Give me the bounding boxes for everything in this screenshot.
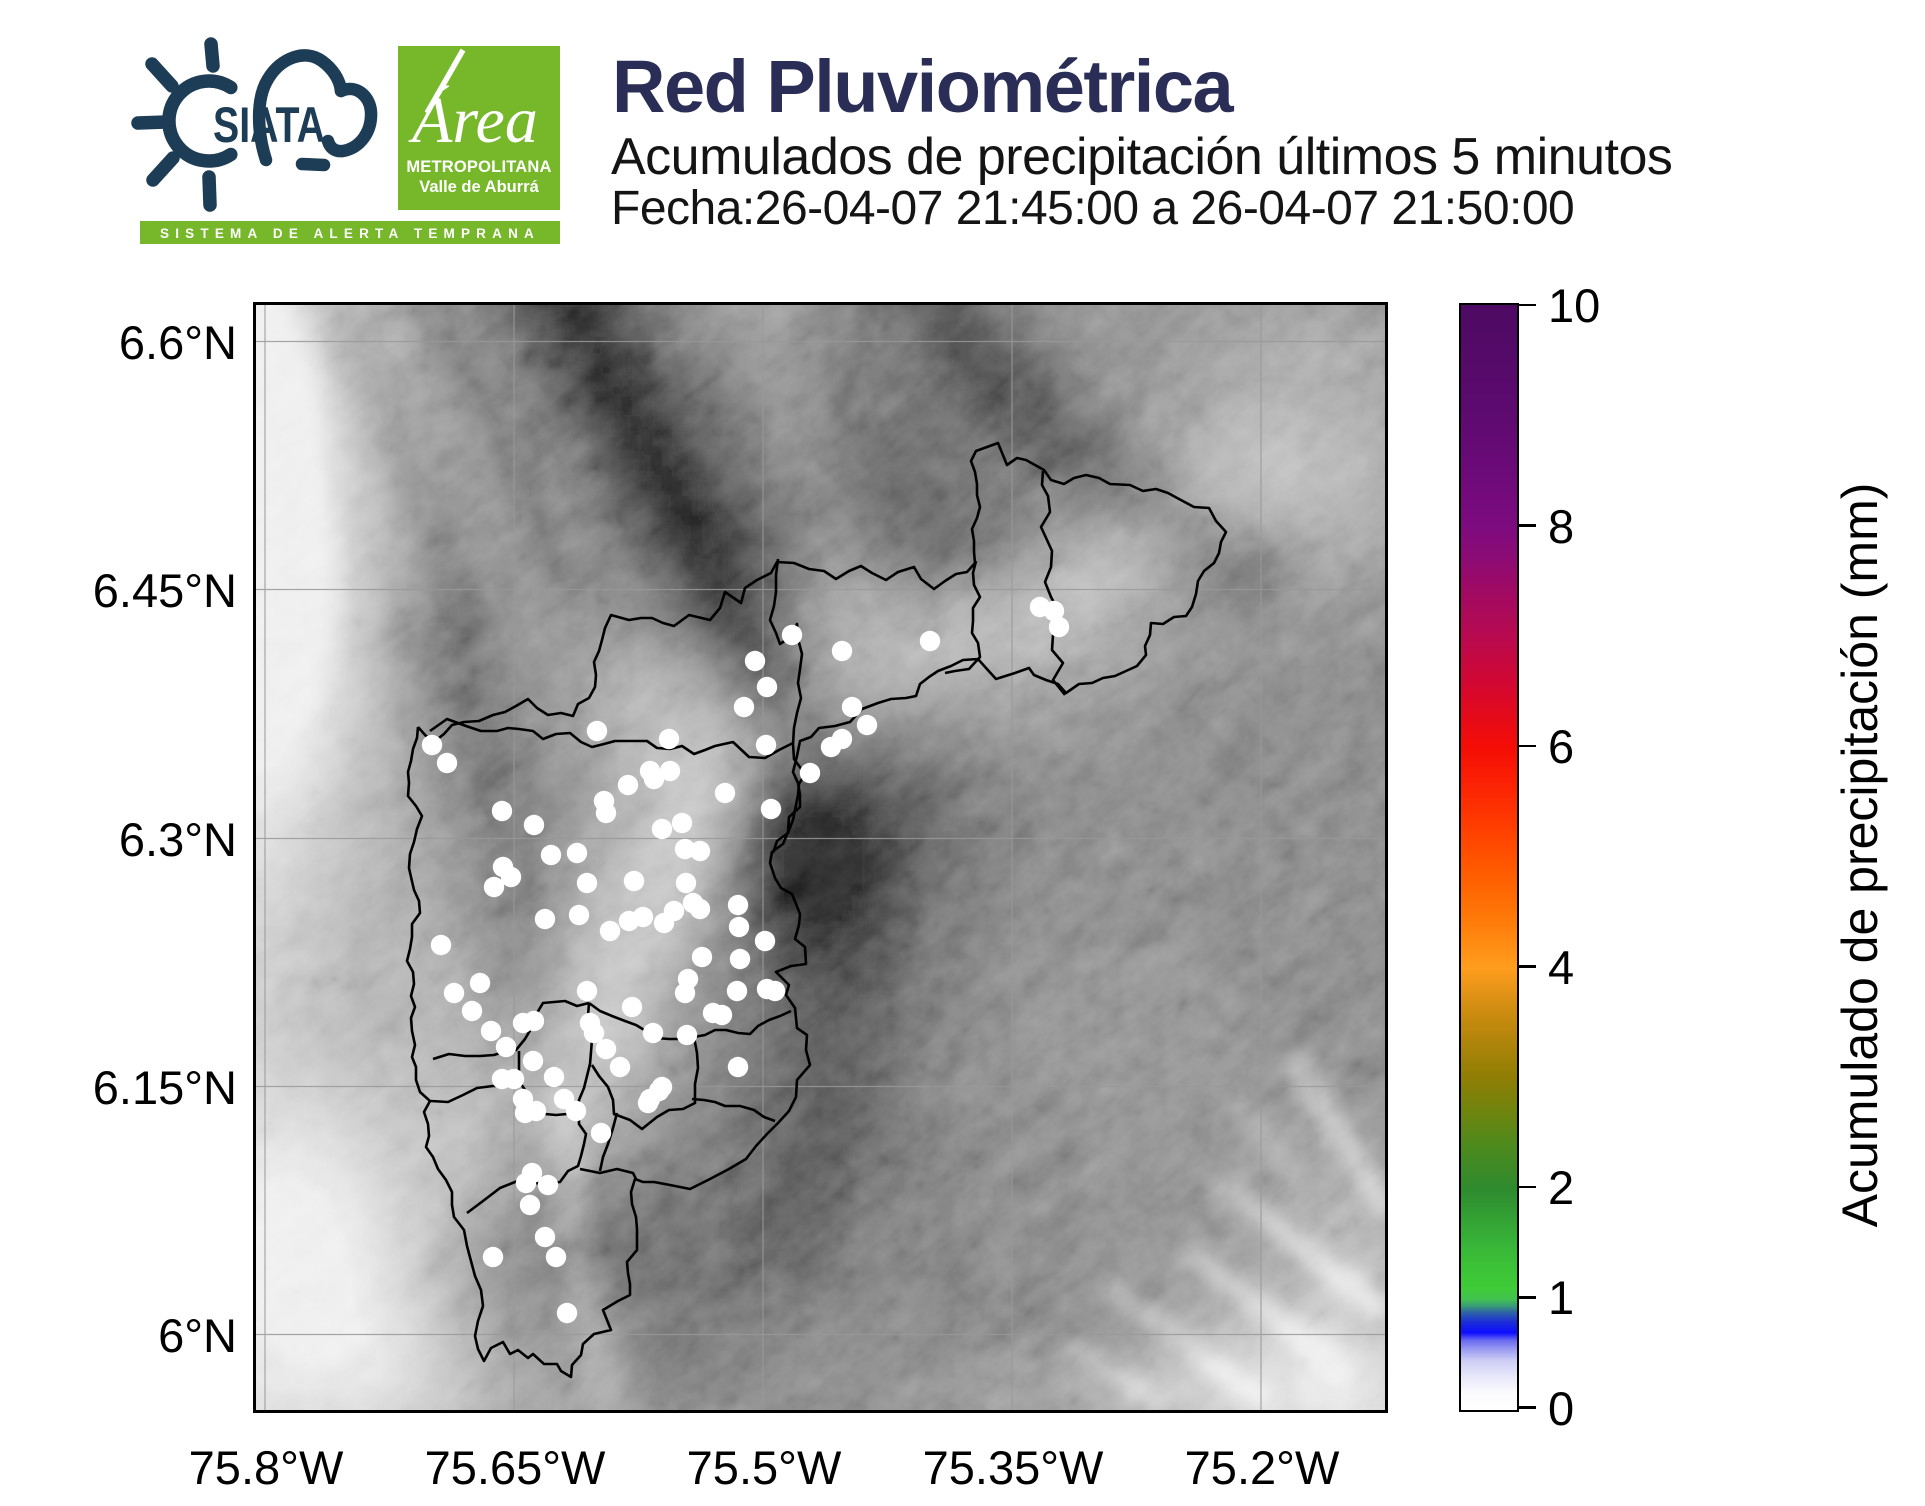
svg-text:SIATA: SIATA — [213, 97, 325, 153]
svg-text:Área: Área — [408, 84, 538, 157]
svg-text:SISTEMA DE ALERTA TEMPRANA: SISTEMA DE ALERTA TEMPRANA — [160, 226, 540, 241]
svg-text:METROPOLITANA: METROPOLITANA — [406, 158, 551, 176]
svg-text:Valle de Aburrá: Valle de Aburrá — [419, 178, 539, 196]
